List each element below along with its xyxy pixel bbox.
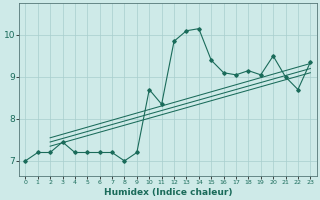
X-axis label: Humidex (Indice chaleur): Humidex (Indice chaleur) <box>104 188 232 197</box>
